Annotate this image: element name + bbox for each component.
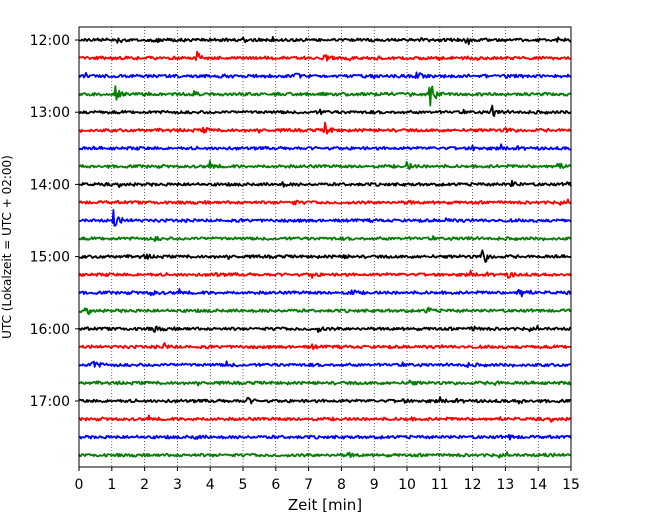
x-tick-label: 13: [496, 477, 514, 493]
x-tick-label: 4: [206, 477, 215, 493]
y-tick-label: 13:00: [30, 105, 70, 121]
y-tick-label: 17:00: [30, 394, 70, 410]
trace-1345: [78, 160, 572, 170]
x-tick-label: 7: [304, 477, 313, 493]
x-tick-label: 3: [173, 477, 182, 493]
x-tick-label: 11: [431, 477, 449, 493]
trace-1545: [78, 306, 572, 316]
x-grid: [111, 27, 539, 467]
trace-1300: [78, 104, 572, 117]
x-tick-label: 6: [271, 477, 280, 493]
trace-1500: [78, 249, 572, 263]
trace-1600: [78, 324, 572, 333]
y-tick-label: 15:00: [30, 250, 70, 266]
trace-1415: [78, 198, 572, 206]
trace-1445: [78, 235, 572, 243]
trace-1700: [78, 396, 572, 405]
x-tick-label: 0: [75, 477, 84, 493]
trace-1615: [78, 342, 572, 351]
x-tick-label: 8: [337, 477, 346, 493]
x-tick-label: 12: [464, 477, 482, 493]
y-tick-label: 12:00: [30, 33, 70, 49]
trace-1200: [78, 36, 572, 46]
trace-1400: [78, 179, 572, 188]
x-axis-ticks: 0 1 2 3 4 5 6 7 8 9 10 11 12 13 14 15: [75, 467, 580, 493]
trace-1630: [78, 360, 572, 369]
trace-1730: [78, 433, 572, 441]
y-axis-label: UTC (Lokalzeit = UTC + 02:00): [0, 155, 14, 339]
trace-1515: [78, 269, 572, 279]
y-tick-label: 16:00: [30, 322, 70, 338]
x-tick-label: 5: [239, 477, 248, 493]
trace-1230: [78, 71, 572, 80]
trace-1530: [78, 288, 572, 298]
trace-1315: [78, 121, 572, 135]
trace-1645: [78, 379, 572, 387]
trace-1330: [78, 143, 572, 152]
x-axis-label: Zeit [min]: [288, 496, 362, 514]
x-tick-label: 14: [529, 477, 547, 493]
plot-frame: [78, 26, 572, 468]
seismogram-traces: [78, 36, 572, 459]
trace-1745: [78, 451, 572, 459]
x-tick-label: 2: [140, 477, 149, 493]
y-tick-label: 14:00: [30, 177, 70, 193]
trace-1215: [78, 50, 572, 62]
trace-1245: [78, 85, 572, 107]
x-tick-label: 1: [107, 477, 116, 493]
trace-1430: [78, 209, 572, 227]
y-axis-ticks: 12:00 13:00 14:00 15:00 16:00 17:00: [30, 33, 79, 410]
trace-1715: [78, 414, 572, 423]
x-tick-label: 15: [562, 477, 580, 493]
x-tick-label: 9: [370, 477, 379, 493]
x-tick-label: 10: [398, 477, 416, 493]
